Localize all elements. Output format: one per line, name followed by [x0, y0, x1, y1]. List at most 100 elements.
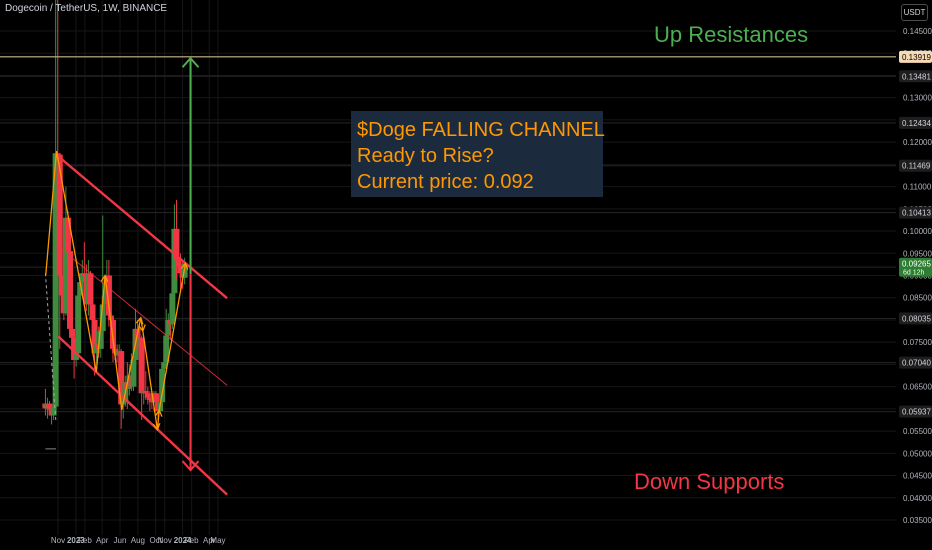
candle-body — [50, 406, 57, 416]
bearish-candle[interactable] — [144, 386, 151, 405]
time-axis-tick: Apr — [203, 536, 216, 545]
price-axis-tick: 0.04500 — [903, 472, 932, 481]
candle-body — [56, 154, 63, 276]
price-label-box — [899, 405, 932, 418]
time-axis-tick: Nov — [51, 536, 65, 545]
candle-body — [79, 273, 86, 283]
price-level-label: 0.08035 — [902, 314, 931, 323]
price-axis-tick: 0.13000 — [903, 94, 932, 103]
candle-body — [64, 217, 71, 252]
swing-arrowhead — [180, 261, 189, 270]
time-axis-tick: 2023 — [67, 536, 85, 545]
swing-arrowhead — [152, 422, 161, 432]
candle-body — [105, 275, 112, 316]
candle-body — [69, 328, 76, 338]
candle-body — [161, 362, 168, 369]
down-arrowhead — [181, 460, 200, 472]
price-axis-tick: 0.09500 — [903, 249, 932, 258]
price-axis-tick: 0.12000 — [903, 138, 932, 147]
symbol-title: Dogecoin / TetherUS, 1W, BINANCE — [5, 3, 168, 14]
current-price-label: 0.09265 — [902, 260, 931, 269]
price-label-box — [899, 356, 932, 369]
annotation-title: $Doge FALLING CHANNEL — [357, 119, 605, 141]
candle-body — [159, 368, 166, 403]
up-resistances-label[interactable]: Up Resistances — [654, 22, 809, 47]
price-axis-tick: 0.14500 — [903, 27, 932, 36]
candle-body — [118, 351, 125, 405]
bullish-candle[interactable] — [130, 355, 137, 392]
current-price-box — [899, 257, 932, 277]
channel-line-upper[interactable] — [57, 155, 228, 300]
price-level-label: 0.12434 — [902, 119, 931, 128]
time-axis-tick: 2024 — [174, 536, 192, 545]
time-axis-tick: May — [210, 536, 225, 545]
candle-body — [97, 331, 104, 349]
candle-body — [58, 275, 65, 296]
candle-body — [81, 273, 88, 276]
candle-body — [73, 353, 80, 360]
candle-body — [142, 391, 149, 394]
annotation-question: Ready to Rise? — [357, 145, 494, 167]
price-level-label: 0.05937 — [902, 408, 931, 417]
price-axis-tick: 0.06500 — [903, 383, 932, 392]
currency-selector[interactable]: USDT — [901, 4, 928, 21]
bullish-candle[interactable] — [75, 284, 82, 356]
bullish-candle[interactable] — [52, 0, 59, 407]
swing-arrowhead — [154, 408, 163, 417]
price-axis-tick: 0.08500 — [903, 294, 932, 303]
swing-arrowhead — [100, 274, 109, 283]
bearish-candle[interactable] — [138, 335, 145, 420]
time-axis-tick: Nov — [158, 536, 172, 545]
candle-body — [130, 359, 137, 387]
candle-body — [75, 295, 82, 354]
price-label-box — [899, 312, 932, 325]
swing-arrowhead — [135, 316, 144, 325]
annotation-box[interactable]: $Doge FALLING CHANNEL Ready to Rise? Cur… — [351, 111, 605, 197]
annotation-current-price: Current price: 0.092 — [357, 171, 534, 193]
price-axis-tick: 0.07500 — [903, 338, 932, 347]
price-axis-tick: 0.11000 — [903, 183, 932, 192]
candle-body — [77, 282, 84, 296]
price-level-label: 0.07040 — [902, 359, 931, 368]
candle-body — [144, 393, 151, 398]
bullish-candle[interactable] — [159, 362, 166, 407]
bearish-candle[interactable] — [118, 348, 125, 429]
candle-body — [173, 228, 180, 260]
up-arrowhead — [181, 56, 200, 68]
candle-body — [71, 337, 78, 360]
price-axis-tick: 0.03500 — [903, 516, 932, 525]
helper-line[interactable] — [44, 273, 57, 423]
bullish-candle[interactable] — [163, 308, 170, 365]
swing-arrowhead — [138, 324, 146, 333]
time-axis-tick: Jun — [114, 536, 127, 545]
chart-drawings[interactable] — [0, 56, 896, 496]
candle-body — [66, 251, 73, 329]
candle-body — [163, 335, 170, 363]
price-axis-tick: 0.04000 — [903, 494, 932, 503]
candle-body — [52, 153, 59, 407]
price-label-box — [899, 206, 932, 219]
time-axis-tick: Aug — [131, 536, 145, 545]
price-level-label: 0.11469 — [902, 162, 931, 171]
candle-body — [146, 397, 153, 400]
candle-body — [91, 319, 98, 354]
bullish-candle[interactable] — [99, 215, 106, 336]
candle-body — [99, 304, 106, 332]
price-axis-tick: 0.10000 — [903, 227, 932, 236]
candle-body — [169, 293, 176, 325]
price-level-label: 0.13481 — [902, 72, 931, 81]
swing-path-line[interactable] — [45, 150, 187, 430]
price-axis-tick: 0.05000 — [903, 449, 932, 458]
candle-body — [165, 319, 172, 336]
down-supports-label[interactable]: Down Supports — [634, 469, 785, 494]
channel-line-middle[interactable] — [57, 246, 228, 386]
candle-body — [177, 266, 184, 274]
candle-body — [87, 273, 94, 305]
price-label-box — [899, 159, 932, 172]
bearish-candle[interactable] — [56, 153, 63, 349]
price-label-box — [899, 70, 932, 83]
candle-body — [171, 228, 178, 294]
time-axis-tick: Feb — [78, 536, 92, 545]
channel-line-lower[interactable] — [57, 335, 228, 496]
